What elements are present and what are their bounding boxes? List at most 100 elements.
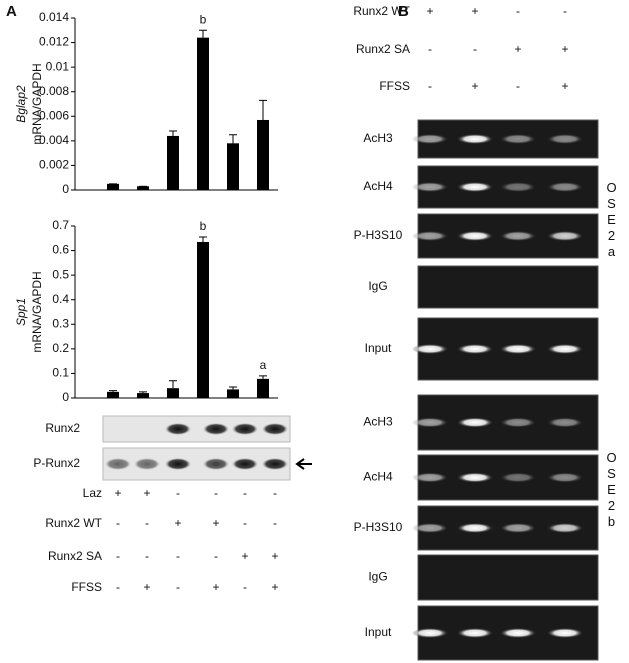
condition-mark: - [516, 4, 520, 18]
gel-band [500, 417, 536, 428]
panel-label: B [398, 3, 409, 20]
gel-label: AcH3 [363, 131, 393, 145]
condition-mark: + [174, 516, 181, 530]
y-tick-label: 0.014 [39, 10, 69, 24]
error-bar [199, 29, 207, 38]
y-tick-label: 0.7 [52, 218, 69, 232]
condition-label: Runx2 SA [48, 549, 102, 563]
gel-band [412, 523, 448, 533]
gel-label: IgG [368, 570, 387, 584]
condition-label: Runx2 WT [353, 4, 410, 18]
gel-label: AcH4 [363, 179, 393, 193]
gel-band [547, 472, 583, 483]
gel-band [457, 472, 493, 483]
gel [417, 554, 599, 601]
gel-band [547, 417, 583, 428]
gel-band [457, 523, 493, 533]
condition-mark: - [473, 42, 477, 56]
condition-mark: - [116, 516, 120, 530]
error-bar [199, 236, 207, 242]
blot-label: P-Runx2 [33, 456, 80, 470]
gel-label: AcH3 [363, 415, 393, 429]
y-tick-label: 0.006 [39, 108, 69, 122]
y-tick-label: 0.1 [52, 366, 69, 380]
gel-band [500, 628, 536, 638]
condition-mark: - [176, 486, 180, 500]
condition-mark: - [516, 79, 520, 93]
condition-mark: - [116, 580, 120, 594]
blot [102, 447, 291, 481]
blot-band [203, 458, 229, 470]
condition-label: Runx2 SA [356, 42, 410, 56]
y-tick-label: 0 [62, 390, 69, 404]
condition-mark: - [243, 486, 247, 500]
bar [107, 183, 119, 190]
blot-band [105, 458, 131, 470]
gel-label: AcH4 [363, 470, 393, 484]
blot-band [262, 458, 288, 470]
region-label: OSE2b [604, 450, 619, 530]
bar [167, 135, 179, 190]
gel-band [457, 417, 493, 428]
gel-band [547, 628, 583, 638]
condition-mark: + [271, 549, 278, 563]
condition-mark: - [273, 486, 277, 500]
y-tick-label: 0 [62, 182, 69, 196]
bar [167, 388, 179, 398]
gel-label: P-H3S10 [354, 520, 403, 534]
bar [257, 378, 269, 398]
y-tick-label: 0.4 [52, 292, 69, 306]
blot-band [232, 423, 258, 435]
y-tick-label: 0.6 [52, 243, 69, 257]
condition-mark: + [561, 42, 568, 56]
condition-mark: - [214, 549, 218, 563]
condition-mark: + [143, 580, 150, 594]
gel-band [412, 628, 448, 638]
gel-band [457, 344, 493, 354]
error-bar [259, 99, 267, 120]
gel-band [457, 182, 493, 192]
condition-mark: + [426, 4, 433, 18]
error-bar [169, 380, 177, 389]
condition-mark: - [563, 4, 567, 18]
condition-mark: - [116, 549, 120, 563]
error-bar [259, 375, 267, 379]
gel-band [547, 182, 583, 192]
bar [257, 119, 269, 190]
blot-band [165, 423, 191, 435]
blot-band [134, 458, 160, 470]
blot-band [232, 458, 258, 470]
gel-band [412, 344, 448, 354]
y-tick-label: 0.004 [39, 133, 69, 147]
error-bar [109, 390, 117, 392]
condition-mark: - [428, 79, 432, 93]
blot-band [262, 423, 288, 435]
bar [197, 241, 209, 398]
gel-band [500, 472, 536, 483]
condition-label: FFSS [71, 580, 102, 594]
y-axis-gene: Spp1 [14, 298, 28, 326]
blot-label: Runx2 [45, 421, 80, 435]
significance-label: b [200, 219, 207, 233]
y-tick-label: 0.5 [52, 267, 69, 281]
gel-label: P-H3S10 [354, 228, 403, 242]
gel-band [500, 231, 536, 241]
condition-mark: + [514, 42, 521, 56]
arrow [295, 458, 312, 470]
y-tick-label: 0.008 [39, 84, 69, 98]
gel-band [412, 417, 448, 428]
condition-label: Laz [83, 486, 102, 500]
gel-band [500, 523, 536, 533]
gel-band [457, 628, 493, 638]
error-bar [229, 386, 237, 390]
bar [227, 143, 239, 190]
gel-band [457, 134, 493, 144]
y-axis-label: mRNA/GAPDH [30, 271, 44, 352]
bar [137, 393, 149, 398]
gel-band [547, 523, 583, 533]
condition-mark: + [212, 580, 219, 594]
panel-label: A [6, 3, 17, 20]
condition-label: Runx2 WT [45, 516, 102, 530]
